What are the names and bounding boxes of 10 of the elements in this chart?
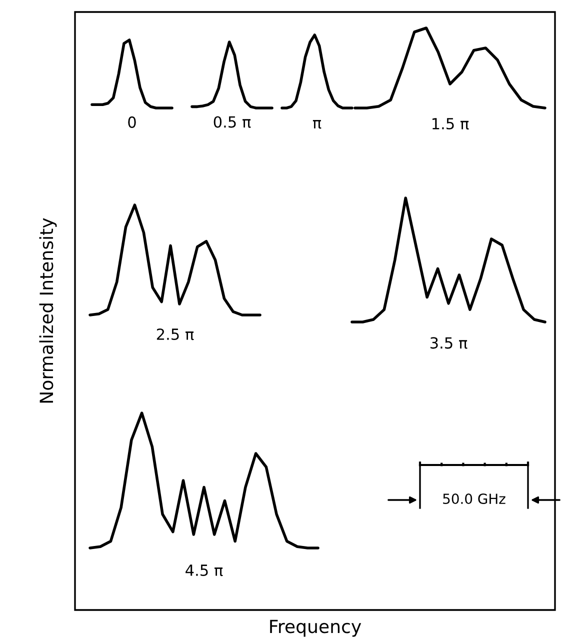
text: 4.5 π bbox=[186, 564, 223, 576]
text: Normalized Intensity bbox=[39, 218, 57, 403]
text: π bbox=[312, 120, 322, 129]
text: 2.5 π bbox=[156, 328, 194, 340]
text: 50.0 GHz bbox=[443, 494, 506, 504]
text: 3.5 π bbox=[430, 337, 468, 349]
text: 1.5 π bbox=[432, 118, 469, 130]
text: Frequency bbox=[270, 620, 362, 637]
text: 0 bbox=[128, 116, 136, 128]
text: 0.5 π bbox=[214, 116, 251, 128]
